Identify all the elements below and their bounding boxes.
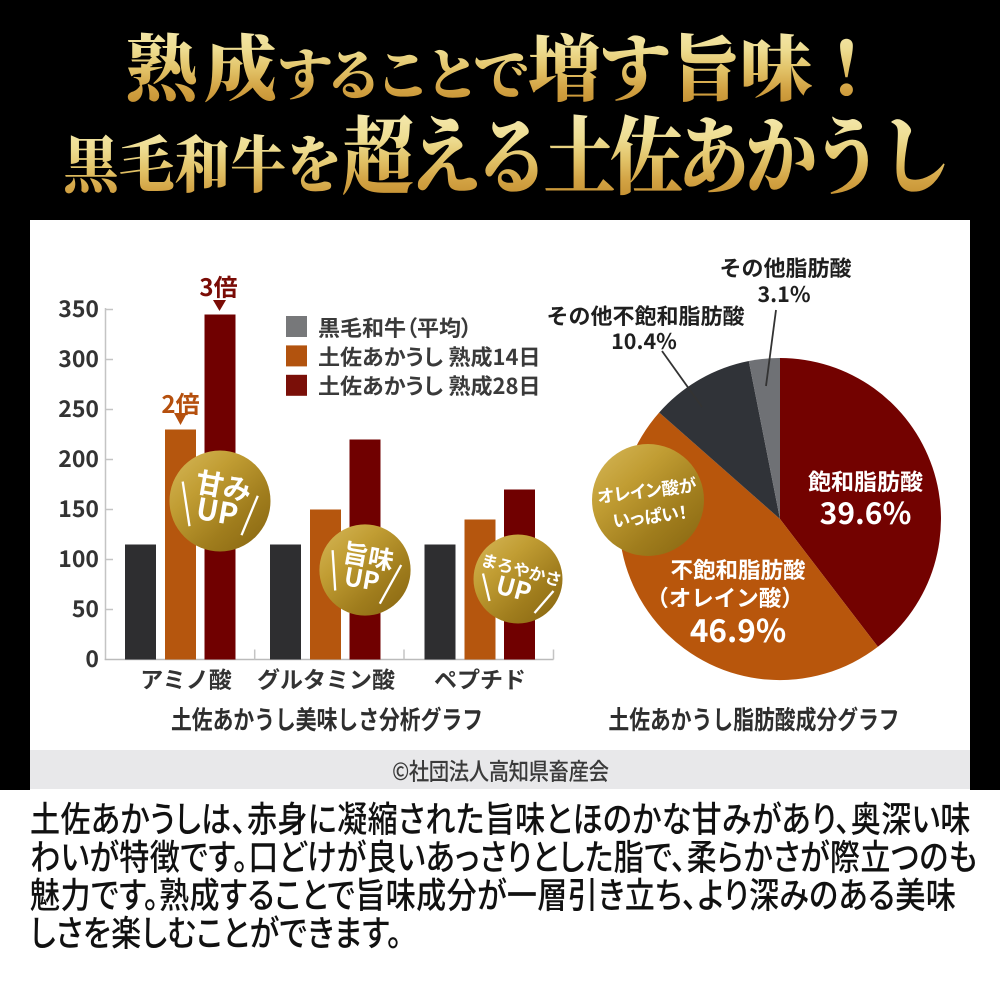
svg-text:旨味: 旨味 [340,533,397,578]
svg-text:UP: UP [341,557,382,599]
svg-text:甘み: 甘み [193,461,255,510]
svg-text:UP: UP [193,486,241,535]
